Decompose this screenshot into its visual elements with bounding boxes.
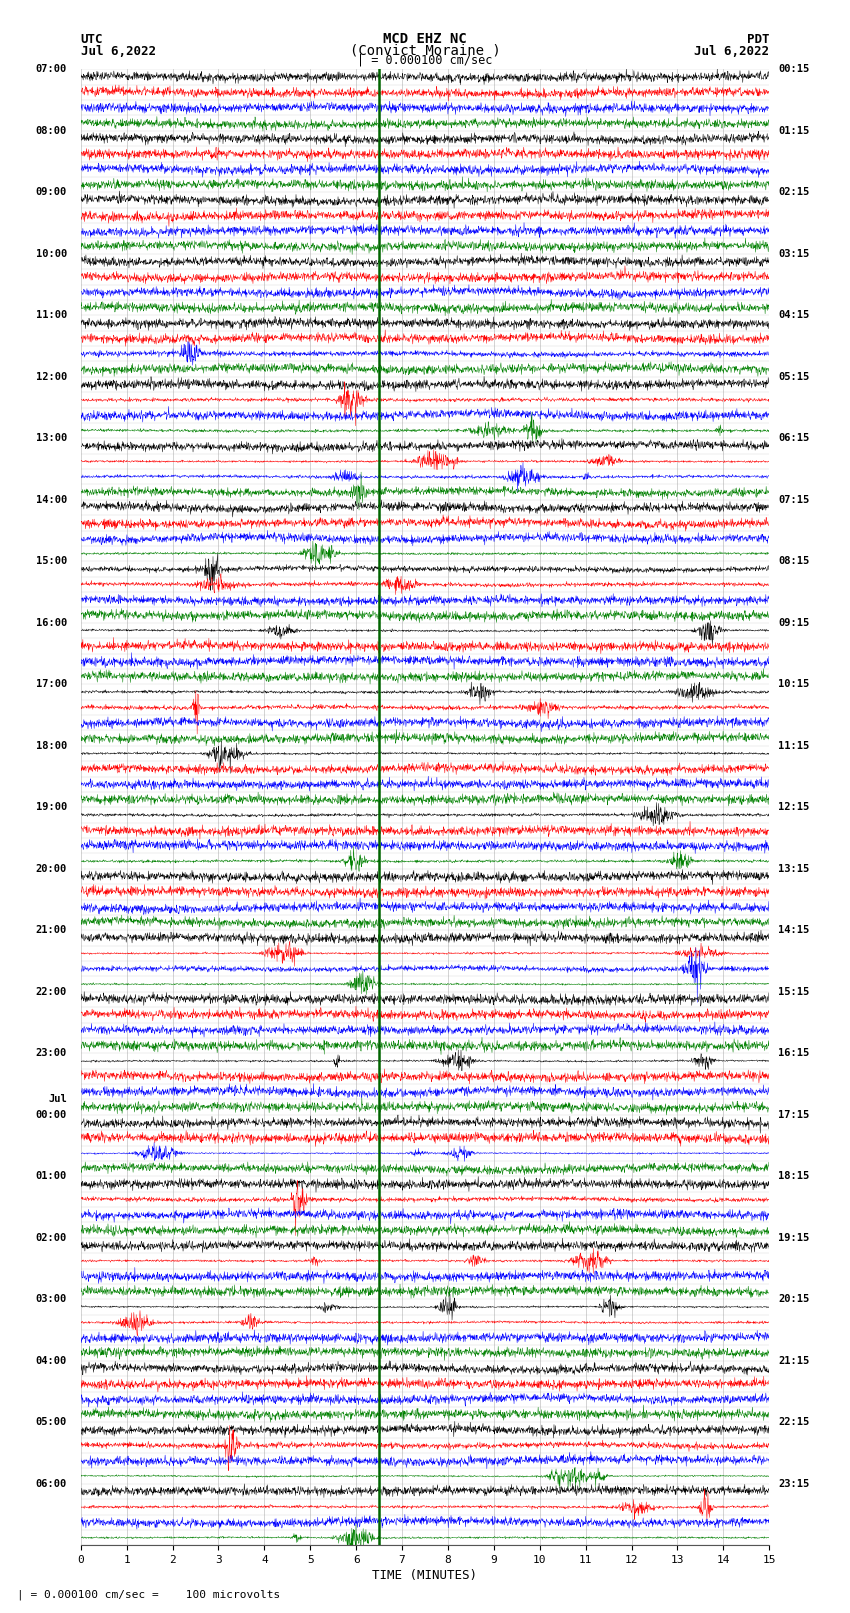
Text: 17:15: 17:15 xyxy=(779,1110,810,1119)
Text: 21:15: 21:15 xyxy=(779,1357,810,1366)
Text: 11:00: 11:00 xyxy=(36,310,67,321)
Text: | = 0.000100 cm/sec =    100 microvolts: | = 0.000100 cm/sec = 100 microvolts xyxy=(17,1589,280,1600)
Text: 18:00: 18:00 xyxy=(36,740,67,750)
Text: Jul: Jul xyxy=(48,1094,67,1105)
Text: UTC: UTC xyxy=(81,32,103,45)
Text: 02:00: 02:00 xyxy=(36,1232,67,1242)
Text: 03:00: 03:00 xyxy=(36,1294,67,1305)
Text: 20:15: 20:15 xyxy=(779,1294,810,1305)
Text: 09:15: 09:15 xyxy=(779,618,810,627)
Text: 16:00: 16:00 xyxy=(36,618,67,627)
Text: 10:00: 10:00 xyxy=(36,248,67,258)
Text: 01:15: 01:15 xyxy=(779,126,810,135)
Text: 23:15: 23:15 xyxy=(779,1479,810,1489)
Text: 06:00: 06:00 xyxy=(36,1479,67,1489)
Text: 14:00: 14:00 xyxy=(36,495,67,505)
Text: 02:15: 02:15 xyxy=(779,187,810,197)
Text: | = 0.000100 cm/sec: | = 0.000100 cm/sec xyxy=(357,53,493,66)
Text: 21:00: 21:00 xyxy=(36,926,67,936)
Text: Jul 6,2022: Jul 6,2022 xyxy=(694,45,769,58)
Text: 13:15: 13:15 xyxy=(779,865,810,874)
Text: 14:15: 14:15 xyxy=(779,926,810,936)
Text: 04:00: 04:00 xyxy=(36,1357,67,1366)
Text: 18:15: 18:15 xyxy=(779,1171,810,1181)
Text: 11:15: 11:15 xyxy=(779,740,810,750)
Text: 08:00: 08:00 xyxy=(36,126,67,135)
Text: 23:00: 23:00 xyxy=(36,1048,67,1058)
Text: 08:15: 08:15 xyxy=(779,556,810,566)
Text: 00:15: 00:15 xyxy=(779,65,810,74)
X-axis label: TIME (MINUTES): TIME (MINUTES) xyxy=(372,1569,478,1582)
Text: PDT: PDT xyxy=(747,32,769,45)
Text: 06:15: 06:15 xyxy=(779,434,810,444)
Text: 07:00: 07:00 xyxy=(36,65,67,74)
Text: 05:00: 05:00 xyxy=(36,1418,67,1428)
Text: 17:00: 17:00 xyxy=(36,679,67,689)
Text: 19:00: 19:00 xyxy=(36,802,67,813)
Text: MCD EHZ NC: MCD EHZ NC xyxy=(383,32,467,45)
Text: 15:00: 15:00 xyxy=(36,556,67,566)
Text: 19:15: 19:15 xyxy=(779,1232,810,1242)
Text: 10:15: 10:15 xyxy=(779,679,810,689)
Text: 22:15: 22:15 xyxy=(779,1418,810,1428)
Text: 20:00: 20:00 xyxy=(36,865,67,874)
Text: 01:00: 01:00 xyxy=(36,1171,67,1181)
Text: 09:00: 09:00 xyxy=(36,187,67,197)
Text: 05:15: 05:15 xyxy=(779,373,810,382)
Text: 12:00: 12:00 xyxy=(36,373,67,382)
Text: 03:15: 03:15 xyxy=(779,248,810,258)
Text: 22:00: 22:00 xyxy=(36,987,67,997)
Text: 15:15: 15:15 xyxy=(779,987,810,997)
Text: 12:15: 12:15 xyxy=(779,802,810,813)
Text: 07:15: 07:15 xyxy=(779,495,810,505)
Text: 04:15: 04:15 xyxy=(779,310,810,321)
Text: (Convict Moraine ): (Convict Moraine ) xyxy=(349,44,501,58)
Text: 00:00: 00:00 xyxy=(36,1110,67,1119)
Text: 13:00: 13:00 xyxy=(36,434,67,444)
Text: 16:15: 16:15 xyxy=(779,1048,810,1058)
Text: Jul 6,2022: Jul 6,2022 xyxy=(81,45,156,58)
